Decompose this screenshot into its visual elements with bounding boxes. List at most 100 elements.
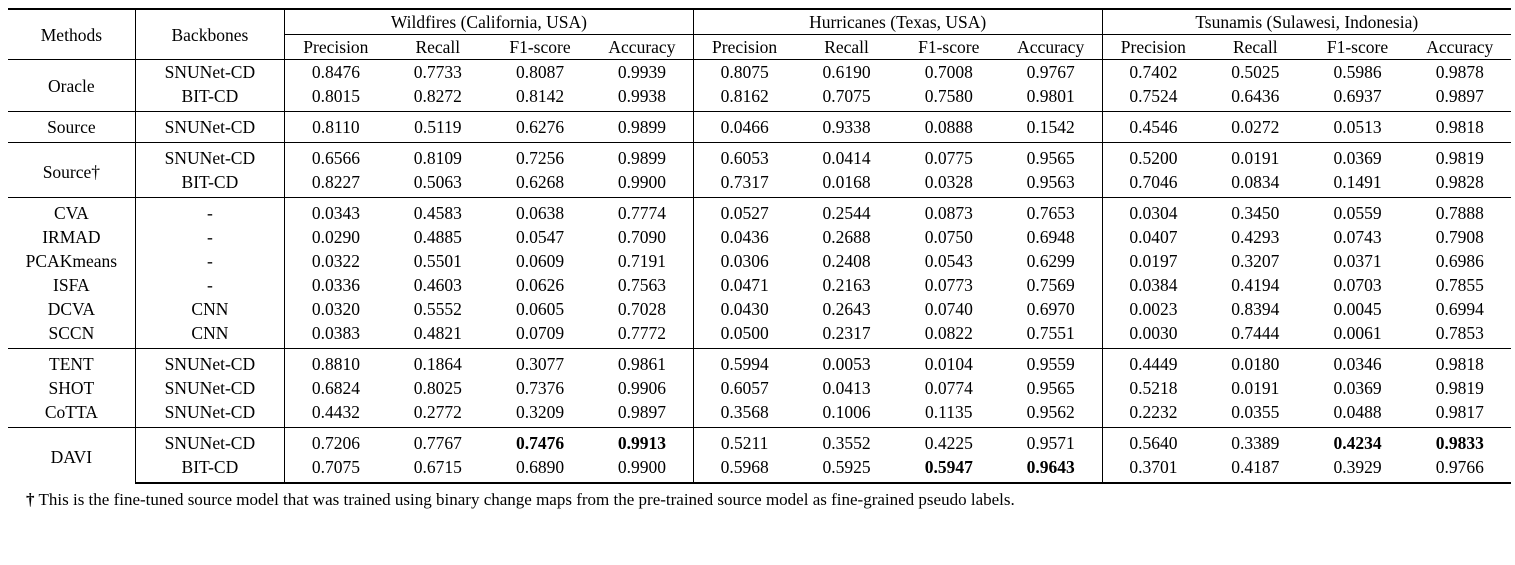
metric-value: 0.0775	[897, 142, 1000, 170]
metric-value: 0.0605	[515, 299, 565, 319]
metric-value: 0.0191	[1231, 378, 1280, 398]
backbone-cell: SNUNet-CD	[134, 142, 285, 170]
metric-value: 0.7075	[822, 86, 871, 106]
metric-value: 0.9900	[617, 172, 666, 192]
metric-value: 0.2232	[1101, 400, 1205, 428]
metric-value: 0.5063	[413, 172, 462, 192]
group-header-hurricanes: Hurricanes (Texas, USA)	[692, 9, 1103, 35]
table-row: IRMAD -0.0290 0.4885 0.0547 0.7090 0.0436 0.26…	[8, 225, 1511, 249]
metric-value: 0.3568	[692, 400, 796, 428]
metric-value: 0.0638	[488, 197, 592, 225]
metric-value: 0.0750	[924, 227, 973, 247]
metric-value: 0.5218	[1101, 376, 1205, 400]
metric-value: 0.0743	[1333, 227, 1382, 247]
metric-value: 0.4449	[1101, 348, 1205, 376]
metric-value: 0.0384	[1101, 273, 1205, 297]
metric-value: 0.4885	[413, 227, 462, 247]
metric-value: 0.9565	[999, 142, 1103, 170]
table-row: TENT SNUNet-CD 0.8810 0.1864 0.3077 0.9861 0.5…	[8, 348, 1511, 376]
metric-value: 0.9818	[1408, 111, 1511, 143]
table-row: ISFA -0.0336 0.4603 0.0626 0.7563 0.0471 0.216…	[8, 273, 1511, 297]
metric-value: 0.0272	[1204, 111, 1307, 143]
metric-value: 0.0343	[284, 197, 387, 225]
metric-value: 0.1542	[999, 111, 1103, 143]
metric-value: 0.0822	[924, 323, 973, 343]
backbone-cell: SNUNet-CD	[134, 400, 285, 428]
metric-value: 0.8142	[515, 86, 565, 106]
backbone-cell: -	[134, 273, 285, 297]
metric-value: 0.7046	[1101, 170, 1205, 198]
metric-value: 0.7402	[1101, 59, 1205, 84]
table-row: Source SNUNet-CD 0.8110 0.5119 0.6276 0.9899 0…	[8, 111, 1511, 143]
metric-value: 0.4432	[284, 400, 387, 428]
backbone-cell: BIT-CD	[134, 455, 285, 484]
table-row: BIT-CD 0.8015 0.8272 0.8142 0.9938 0.8162 0.70…	[8, 84, 1511, 112]
backbone-cell: -	[134, 249, 285, 273]
metric-value: 0.3209	[515, 402, 565, 422]
table-row: SCCN CNN 0.0383 0.4821 0.0709 0.7772 0.0500 0.2…	[8, 321, 1511, 349]
table-row: BIT-CD 0.7075 0.6715 0.6890 0.9900 0.5968 0.59…	[8, 455, 1511, 484]
metric-value: 0.9562	[1026, 402, 1075, 422]
metric-value: 0.8476	[284, 59, 387, 84]
metric-value: 0.9878	[1435, 62, 1484, 82]
metric-value: 0.8110	[284, 111, 387, 143]
metric-value: 0.0369	[1306, 142, 1409, 170]
table-row: CoTTA SNUNet-CD 0.4432 0.2772 0.3209 0.9897 0.…	[8, 400, 1511, 428]
table-row: CVA -0.0343 0.4583 0.0638 0.7774 0.0527 0.2544…	[8, 197, 1511, 225]
metric-value: 0.7376	[515, 378, 565, 398]
metric-value: 0.9899	[591, 142, 694, 170]
metric-value: 0.0413	[822, 378, 871, 398]
metric-value: 0.8025	[413, 378, 462, 398]
table-row: PCAKmeans -0.0322 0.5501 0.0609 0.7191 0.0306…	[8, 249, 1511, 273]
metric-header-row: Precision Recall F1-score Accuracy Preci…	[8, 34, 1511, 60]
metric-value: 0.8087	[515, 62, 565, 82]
metric-value: 0.7580	[924, 86, 973, 106]
metric-value: 0.9828	[1435, 172, 1484, 192]
group-header-wildfires: Wildfires (California, USA)	[284, 9, 694, 35]
table-row: DCVA CNN 0.0320 0.5552 0.0605 0.7028 0.0430 0.2…	[8, 297, 1511, 321]
metric-value: 0.0774	[924, 378, 973, 398]
metric-value: 0.7075	[284, 455, 387, 484]
metric-value: 0.7772	[617, 323, 666, 343]
metric-value: 0.7853	[1435, 323, 1484, 343]
metric-value: 0.6715	[386, 455, 489, 484]
metric-value: 0.0369	[1333, 378, 1382, 398]
metric-value: 0.2317	[822, 323, 871, 343]
metric-value: 0.6994	[1435, 299, 1484, 319]
metric-value: 0.4293	[1231, 227, 1280, 247]
table-row: Oracle SNUNet-CD 0.8476 0.7733 0.8087 0.9939 0…	[8, 59, 1511, 96]
col-header-precision-wildfires: Precision	[284, 34, 387, 60]
metric-value: 0.5986	[1333, 62, 1382, 82]
metric-value: 0.9900	[591, 455, 694, 484]
metric-value: 0.0466	[692, 111, 796, 143]
metric-value: 0.1864	[386, 348, 489, 376]
method-name: CoTTA	[44, 402, 98, 422]
metric-value: 0.9565	[1026, 378, 1075, 398]
method-name: ISFA	[53, 275, 90, 295]
metric-value: 0.7090	[617, 227, 666, 247]
backbone-cell: BIT-CD	[134, 170, 285, 198]
metric-value: 0.8075	[692, 59, 796, 84]
metric-value: 0.6268	[515, 172, 565, 192]
results-table: Methods Backbones Wildfires (California,…	[8, 8, 1511, 484]
metric-value: 0.0030	[1101, 321, 1205, 349]
metric-value: 0.0513	[1306, 111, 1409, 143]
metric-value: 0.9833	[1408, 427, 1511, 455]
metric-value: 0.2688	[822, 227, 871, 247]
metric-value: 0.0346	[1306, 348, 1409, 376]
metric-value: 0.7444	[1231, 323, 1280, 343]
metric-value: 0.9939	[617, 62, 666, 82]
method-name: PCAKmeans	[25, 251, 118, 271]
method-name: DAVI	[8, 427, 136, 483]
metric-value: 0.0527	[692, 197, 796, 225]
metric-value: 0.3207	[1231, 251, 1280, 271]
metric-value: 0.5025	[1231, 62, 1280, 82]
backbone-cell: SNUNet-CD	[134, 111, 285, 143]
metric-value: 0.7476	[488, 427, 592, 455]
metric-value: 0.5640	[1101, 427, 1205, 455]
metric-value: 0.7569	[1026, 275, 1075, 295]
metric-value: 0.7008	[924, 62, 973, 82]
metric-value: 0.6299	[1026, 251, 1075, 271]
metric-value: 0.0306	[692, 249, 796, 273]
backbone-cell: -	[134, 225, 285, 249]
